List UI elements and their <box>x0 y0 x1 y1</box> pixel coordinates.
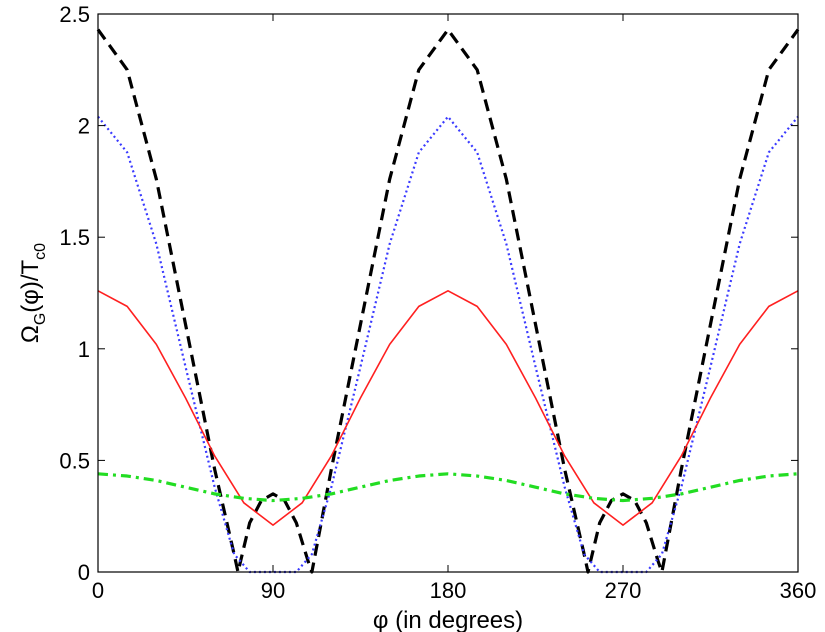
x-axis-title-text: (in degrees) <box>388 607 523 632</box>
x-tick-label: 270 <box>605 578 642 603</box>
x-tick-label: 360 <box>780 578 817 603</box>
tick-labels-layer: 0 90 180 270 360 0 0.5 1 1.5 2 2.5 <box>59 2 816 603</box>
x-axis-title: φ (in degrees) <box>373 607 523 632</box>
ticks-layer <box>97 13 799 573</box>
y-tick-label: 1.5 <box>59 225 90 250</box>
x-tick-label: 90 <box>261 578 285 603</box>
series-line-2-dotted <box>97 115 799 574</box>
y-axis-title-sub-g: G <box>32 313 49 325</box>
y-tick-label: 0 <box>78 560 90 585</box>
y-tick-label: 1 <box>78 337 90 362</box>
series-layer <box>96 28 800 574</box>
series-line-4-dashdot <box>97 472 799 503</box>
y-tick-label: 2.5 <box>59 2 90 27</box>
y-axis-title: ΩG(φ)/Tc0 <box>17 243 49 343</box>
series-line-1-dashed <box>96 28 800 574</box>
y-axis-title-mid: (φ)/T <box>17 259 44 312</box>
y-axis-title-omega: Ω <box>17 325 44 343</box>
y-tick-label: 0.5 <box>59 448 90 473</box>
y-axis-title-sub-c0: c0 <box>32 243 49 260</box>
x-axis-title-symbol: φ <box>373 607 389 632</box>
x-tick-label: 0 <box>92 578 104 603</box>
y-tick-label: 2 <box>78 114 90 139</box>
series-line-3-solid <box>97 289 799 526</box>
plot-area-frame <box>97 13 799 573</box>
x-tick-label: 180 <box>430 578 467 603</box>
